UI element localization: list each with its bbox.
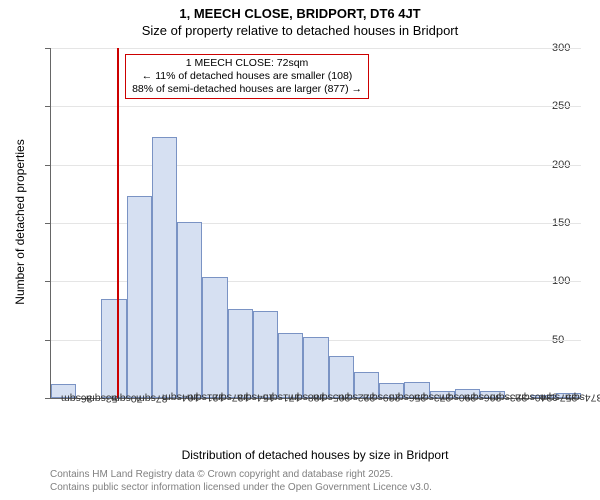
reference-line bbox=[117, 48, 119, 398]
annotation-line-3: 88% of semi-detached houses are larger (… bbox=[132, 83, 362, 96]
annotation-line-2: ← 11% of detached houses are smaller (10… bbox=[132, 70, 362, 83]
annotation-line-1: 1 MEECH CLOSE: 72sqm bbox=[132, 57, 362, 70]
annotation-box: 1 MEECH CLOSE: 72sqm ← 11% of detached h… bbox=[125, 54, 369, 99]
histogram-bar bbox=[278, 333, 303, 398]
histogram-bar bbox=[177, 222, 202, 398]
gridline bbox=[51, 48, 581, 49]
x-axis-label: Distribution of detached houses by size … bbox=[50, 448, 580, 462]
gridline bbox=[51, 165, 581, 166]
y-axis-label: Number of detached properties bbox=[13, 132, 27, 312]
footer-line-2: Contains public sector information licen… bbox=[50, 481, 432, 494]
histogram-bar bbox=[303, 337, 328, 398]
chart-subtitle: Size of property relative to detached ho… bbox=[0, 21, 600, 38]
histogram-bar bbox=[228, 309, 253, 398]
gridline bbox=[51, 106, 581, 107]
chart-container: 1, MEECH CLOSE, BRIDPORT, DT6 4JT Size o… bbox=[0, 0, 600, 500]
histogram-bar bbox=[127, 196, 152, 398]
chart-title-address: 1, MEECH CLOSE, BRIDPORT, DT6 4JT bbox=[0, 0, 600, 21]
plot-area: 1 MEECH CLOSE: 72sqm ← 11% of detached h… bbox=[50, 48, 581, 399]
histogram-bar bbox=[101, 299, 126, 398]
footer-line-1: Contains HM Land Registry data © Crown c… bbox=[50, 468, 432, 481]
footer-attribution: Contains HM Land Registry data © Crown c… bbox=[50, 468, 432, 494]
histogram-bar bbox=[202, 277, 227, 398]
histogram-bar bbox=[152, 137, 177, 398]
histogram-bar bbox=[253, 311, 278, 399]
